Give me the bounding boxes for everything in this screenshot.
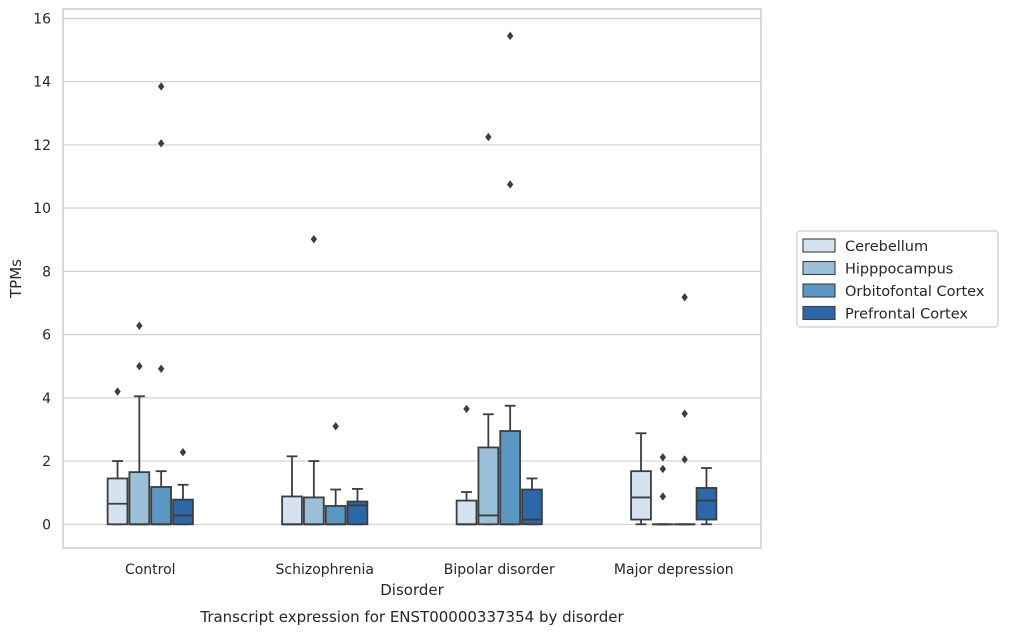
y-axis-ticks: 0 2 4 6 8 10 12 14 16 xyxy=(33,11,51,533)
box-1-1 xyxy=(303,234,325,526)
legend-label: Cerebellum xyxy=(845,239,928,255)
y-tick-label: 10 xyxy=(33,201,51,217)
box-body xyxy=(128,471,151,526)
outlier-point xyxy=(681,409,688,418)
outlier-point xyxy=(681,455,688,464)
outlier-point xyxy=(157,139,165,148)
outlier-point xyxy=(310,234,318,244)
gridlines xyxy=(63,17,761,525)
outlier-point xyxy=(179,448,187,457)
box-3-1 xyxy=(652,453,674,526)
chart-caption: Transcript expression for ENST0000033735… xyxy=(199,608,624,626)
outlier-point xyxy=(659,492,667,501)
y-tick-label: 16 xyxy=(33,11,51,27)
outlier-point xyxy=(114,387,121,396)
legend-label: Prefrontal Cortex xyxy=(845,307,968,323)
legend-swatch xyxy=(802,260,836,276)
outlier-point xyxy=(506,31,514,41)
outlier-point xyxy=(136,321,143,330)
outlier-point xyxy=(136,362,143,371)
x-tick-label: Bipolar disorder xyxy=(444,562,555,578)
box-3-3 xyxy=(695,467,718,526)
x-tick-label: Major depression xyxy=(614,562,734,578)
legend: Cerebellum Hipppocampus Orbitofontal Corte… xyxy=(796,230,999,328)
box-2-1 xyxy=(477,132,500,526)
legend-label: Orbitofontal Cortex xyxy=(845,284,985,300)
outlier-point xyxy=(506,180,514,189)
legend-swatch xyxy=(802,305,836,321)
plot-frame xyxy=(62,8,762,549)
box-body xyxy=(499,430,521,526)
box-0-0 xyxy=(106,387,129,526)
box-1-3 xyxy=(346,487,369,526)
x-axis-ticks: Control Schizophrenia Bipolar disorder Majo… xyxy=(125,562,734,578)
box-0-3 xyxy=(172,448,194,526)
y-tick-label: 0 xyxy=(42,517,51,533)
outlier-point xyxy=(157,364,165,373)
box-body xyxy=(521,488,543,526)
box-body xyxy=(346,500,369,526)
box-body xyxy=(172,498,194,526)
box-body xyxy=(303,496,325,526)
box-2-2 xyxy=(499,31,521,526)
box-2-3 xyxy=(521,477,543,526)
outlier-point xyxy=(332,422,339,431)
box-0-1 xyxy=(128,321,151,526)
box-plot-area xyxy=(106,31,718,526)
outlier-point xyxy=(681,293,688,302)
box-body xyxy=(150,486,172,526)
outlier-point xyxy=(485,132,492,142)
y-tick-label: 14 xyxy=(33,75,51,91)
outlier-point xyxy=(157,82,165,91)
box-2-0 xyxy=(455,404,478,526)
x-axis-label: Disorder xyxy=(380,581,444,599)
y-tick-label: 2 xyxy=(42,454,51,470)
box-body xyxy=(324,505,347,526)
y-axis-label: TPMs xyxy=(7,259,25,299)
box-1-2 xyxy=(324,422,347,526)
outlier-point xyxy=(659,453,667,462)
box-body xyxy=(630,470,652,521)
box-3-0 xyxy=(630,432,652,526)
box-0-2 xyxy=(150,82,172,526)
legend-swatch xyxy=(802,283,836,298)
box-3-2 xyxy=(673,293,696,526)
legend-frame xyxy=(796,230,999,328)
box-body xyxy=(455,499,478,526)
outlier-point xyxy=(659,464,667,474)
y-tick-label: 6 xyxy=(42,328,51,344)
legend-label: Hipppocampus xyxy=(845,262,953,278)
outlier-point xyxy=(463,404,470,414)
x-tick-label: Control xyxy=(125,562,176,578)
y-tick-label: 12 xyxy=(33,138,51,154)
box-body xyxy=(695,487,718,521)
y-tick-label: 8 xyxy=(42,264,51,280)
y-tick-label: 4 xyxy=(42,391,51,407)
box-1-0 xyxy=(281,455,303,526)
x-tick-label: Schizophrenia xyxy=(276,562,374,578)
box-body xyxy=(477,446,500,526)
box-body xyxy=(281,495,303,526)
box-body xyxy=(106,477,129,526)
legend-swatch xyxy=(802,238,836,253)
